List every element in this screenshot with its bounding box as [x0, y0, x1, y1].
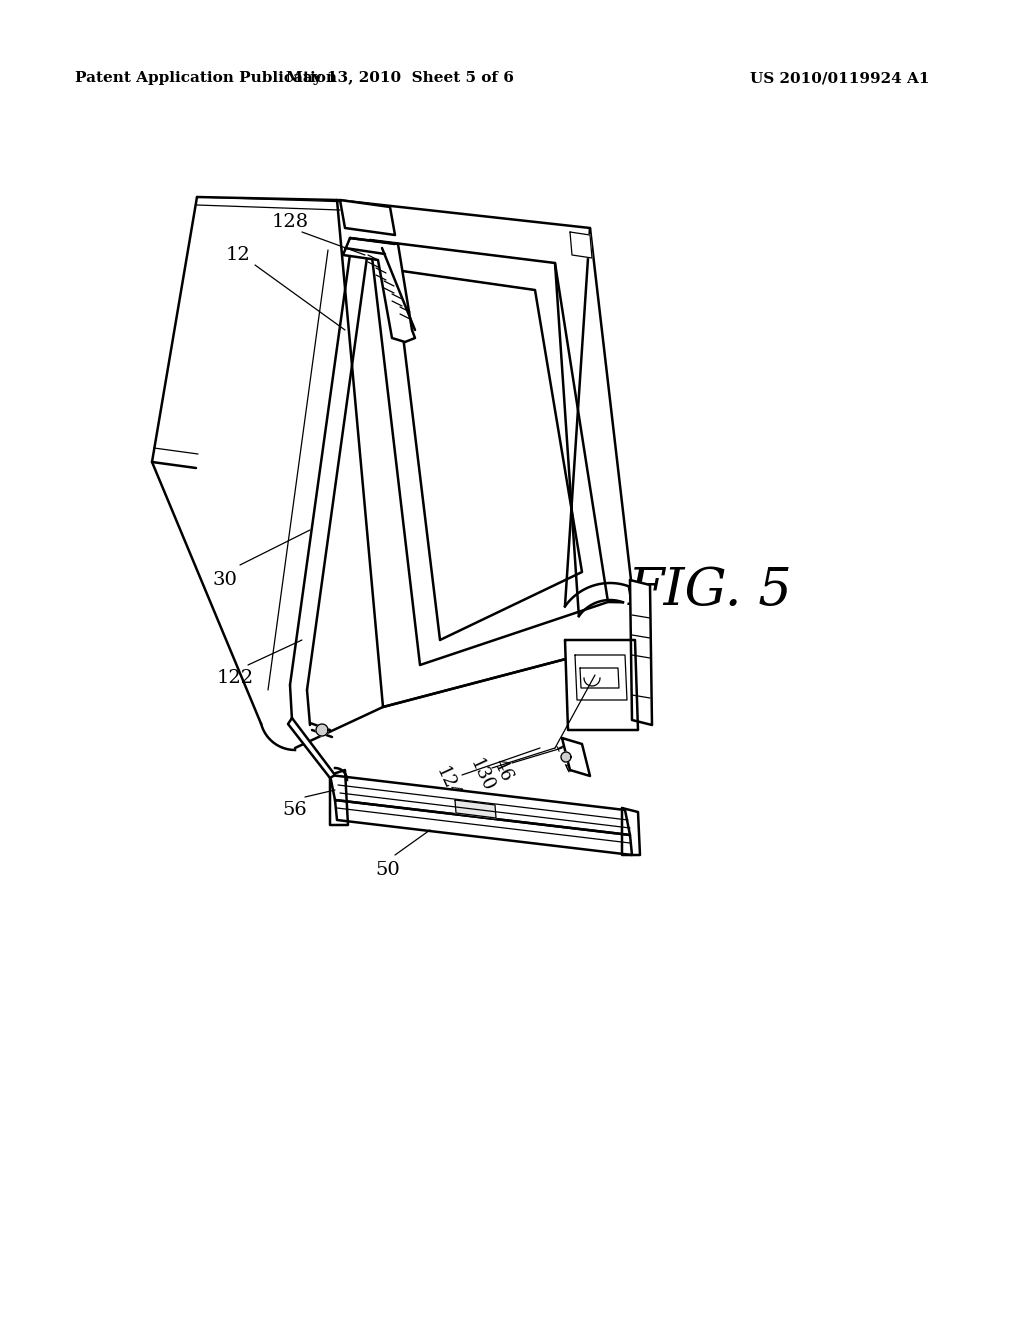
- Polygon shape: [316, 723, 328, 737]
- Text: 56: 56: [283, 801, 307, 818]
- Polygon shape: [340, 201, 395, 235]
- Polygon shape: [335, 800, 632, 855]
- Polygon shape: [565, 640, 638, 730]
- Polygon shape: [575, 655, 627, 700]
- Polygon shape: [370, 240, 608, 665]
- Text: Patent Application Publication: Patent Application Publication: [75, 71, 337, 84]
- Text: May 13, 2010  Sheet 5 of 6: May 13, 2010 Sheet 5 of 6: [286, 71, 514, 84]
- Text: FIG. 5: FIG. 5: [628, 565, 793, 615]
- Text: US 2010/0119924 A1: US 2010/0119924 A1: [750, 71, 930, 84]
- Polygon shape: [395, 271, 582, 640]
- Polygon shape: [288, 718, 335, 777]
- Polygon shape: [455, 800, 496, 818]
- Polygon shape: [561, 752, 571, 762]
- Text: 128: 128: [271, 213, 308, 231]
- Text: 124: 124: [432, 764, 464, 803]
- Text: 46: 46: [490, 756, 516, 784]
- Text: 30: 30: [213, 572, 238, 589]
- Polygon shape: [330, 770, 348, 825]
- Polygon shape: [330, 775, 630, 836]
- Polygon shape: [580, 668, 618, 688]
- Text: 130: 130: [467, 756, 498, 796]
- Text: 12: 12: [225, 246, 251, 264]
- Polygon shape: [630, 579, 652, 725]
- Polygon shape: [337, 201, 638, 708]
- Text: 142: 142: [550, 739, 581, 777]
- Polygon shape: [622, 808, 640, 855]
- Polygon shape: [343, 238, 415, 342]
- Text: 50: 50: [376, 861, 400, 879]
- Polygon shape: [570, 232, 592, 257]
- Text: 122: 122: [216, 669, 254, 686]
- Polygon shape: [562, 738, 590, 776]
